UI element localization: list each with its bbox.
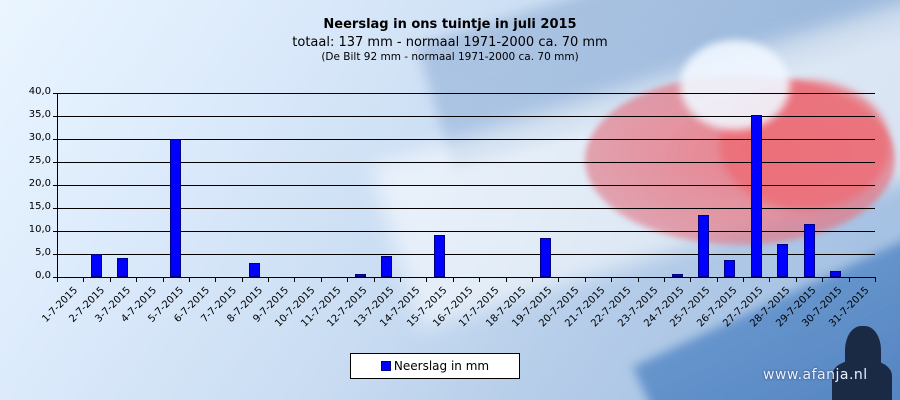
x-tick xyxy=(374,277,375,282)
x-tick xyxy=(347,277,348,282)
x-tick xyxy=(875,277,876,282)
bar[interactable] xyxy=(697,214,709,277)
y-tick-label: 15,0 xyxy=(28,201,51,212)
x-tick xyxy=(822,277,823,282)
background-notch xyxy=(680,40,790,130)
x-tick xyxy=(453,277,454,282)
x-tick xyxy=(242,277,243,282)
x-tick xyxy=(585,277,586,282)
x-tick xyxy=(532,277,533,282)
x-tick xyxy=(294,277,295,282)
x-tick xyxy=(796,277,797,282)
x-axis xyxy=(57,277,875,278)
bar[interactable] xyxy=(671,274,683,277)
y-tick xyxy=(53,116,57,117)
bar[interactable] xyxy=(829,271,841,277)
watermark: www.afanja.nl xyxy=(763,367,868,383)
x-tick xyxy=(479,277,480,282)
y-tick xyxy=(53,231,57,232)
x-tick xyxy=(189,277,190,282)
gridline xyxy=(57,185,875,186)
y-tick xyxy=(53,208,57,209)
gridline xyxy=(57,116,875,117)
bar[interactable] xyxy=(354,274,366,277)
x-tick xyxy=(400,277,401,282)
x-tick xyxy=(426,277,427,282)
bar[interactable] xyxy=(170,139,182,277)
x-tick xyxy=(110,277,111,282)
bar[interactable] xyxy=(750,115,762,277)
x-tick xyxy=(717,277,718,282)
y-tick xyxy=(53,93,57,94)
y-tick-label: 10,0 xyxy=(28,224,51,235)
y-tick-label: 20,0 xyxy=(28,178,51,189)
bar[interactable] xyxy=(249,263,261,277)
y-tick-label: 40,0 xyxy=(28,86,51,97)
y-tick xyxy=(53,185,57,186)
gridline xyxy=(57,93,875,94)
x-tick xyxy=(268,277,269,282)
x-tick xyxy=(506,277,507,282)
gridline xyxy=(57,139,875,140)
y-tick-label: 25,0 xyxy=(28,155,51,166)
bar[interactable] xyxy=(434,234,446,277)
x-tick xyxy=(321,277,322,282)
gridline xyxy=(57,254,875,255)
legend-swatch-icon xyxy=(380,361,391,371)
x-tick xyxy=(611,277,612,282)
y-axis xyxy=(57,93,58,277)
x-tick xyxy=(163,277,164,282)
gridline xyxy=(57,231,875,232)
y-tick xyxy=(53,139,57,140)
bar[interactable] xyxy=(91,254,103,277)
bar[interactable] xyxy=(381,255,393,277)
legend: Neerslag in mm xyxy=(350,353,520,379)
x-tick xyxy=(664,277,665,282)
gridline xyxy=(57,162,875,163)
y-tick-label: 30,0 xyxy=(28,132,51,143)
legend-label: Neerslag in mm xyxy=(393,359,490,373)
gridline xyxy=(57,208,875,209)
y-tick-label: 35,0 xyxy=(28,109,51,120)
chart-subtitle: totaal: 137 mm - normaal 1971-2000 ca. 7… xyxy=(292,35,608,50)
y-tick-label: 0,0 xyxy=(35,270,51,281)
y-tick xyxy=(53,254,57,255)
x-tick xyxy=(558,277,559,282)
silhouette-shoulders-icon xyxy=(832,360,892,400)
x-tick xyxy=(83,277,84,282)
x-tick xyxy=(743,277,744,282)
bar[interactable] xyxy=(539,237,551,277)
x-tick xyxy=(136,277,137,282)
bar[interactable] xyxy=(803,224,815,277)
x-tick xyxy=(769,277,770,282)
y-tick xyxy=(53,277,57,278)
plot-area: 0,0 5,0 10,0 15,0 20,0 25,0 30,0 35,0 40,0 1-7-20… xyxy=(29,86,876,329)
chart-note: (De Bilt 92 mm - normaal 1971-2000 ca. 7… xyxy=(321,51,579,63)
x-tick xyxy=(690,277,691,282)
y-tick xyxy=(53,162,57,163)
bar[interactable] xyxy=(724,259,736,277)
bar[interactable] xyxy=(777,243,789,277)
bar[interactable] xyxy=(117,258,129,277)
y-tick-label: 5,0 xyxy=(35,247,51,258)
x-tick xyxy=(638,277,639,282)
x-tick xyxy=(215,277,216,282)
x-tick xyxy=(57,277,58,282)
chart-title: Neerslag in ons tuintje in juli 2015 xyxy=(323,17,577,32)
x-tick xyxy=(849,277,850,282)
